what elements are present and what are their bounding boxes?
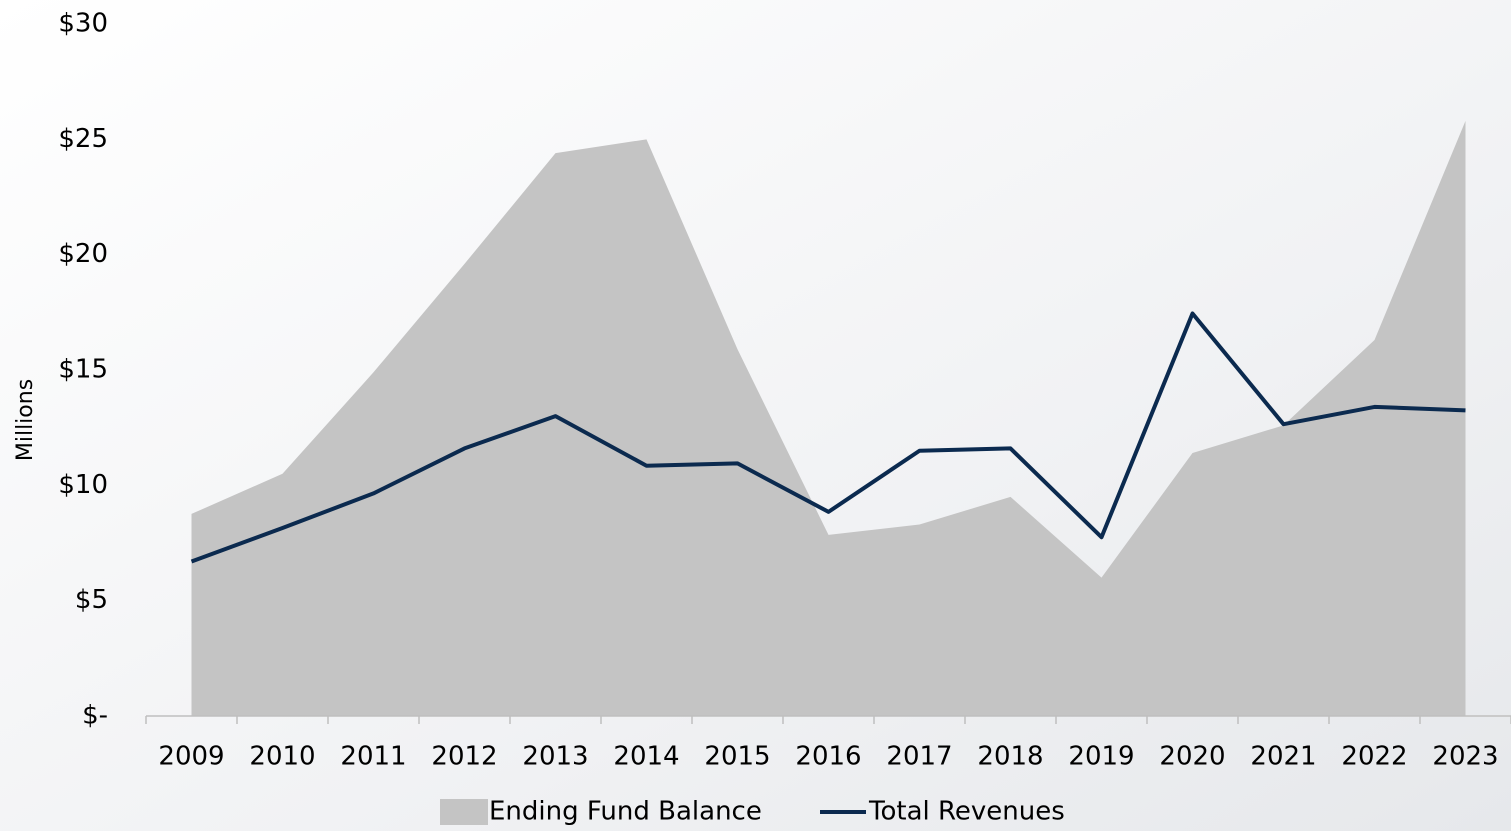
x-tick-label: 2020 xyxy=(1159,742,1225,772)
x-tick-label: 2023 xyxy=(1432,742,1498,772)
x-tick-label: 2010 xyxy=(249,742,315,772)
y-tick-label: $- xyxy=(82,701,108,731)
legend-label: Ending Fund Balance xyxy=(489,797,762,827)
x-tick-label: 2022 xyxy=(1341,742,1407,772)
chart: Millions $- $5 $10 $15 $20 $25 $30 2009 2010 2011… xyxy=(0,0,1511,831)
y-tick-label: $25 xyxy=(58,124,108,154)
y-axis-label: Millions xyxy=(13,379,38,461)
legend-swatch xyxy=(440,799,488,825)
y-tick-label: $20 xyxy=(58,239,108,269)
x-tick-label: 2017 xyxy=(886,742,952,772)
y-tick-label: $15 xyxy=(58,355,108,385)
y-tick-label: $30 xyxy=(58,9,108,39)
x-tick-label: 2009 xyxy=(158,742,224,772)
x-tick-label: 2013 xyxy=(522,742,588,772)
x-tick-label: 2018 xyxy=(977,742,1043,772)
legend-label: Total Revenues xyxy=(868,797,1065,827)
y-tick-label: $10 xyxy=(58,470,108,500)
x-tick-label: 2016 xyxy=(795,742,861,772)
x-tick-label: 2019 xyxy=(1068,742,1134,772)
x-tick-label: 2014 xyxy=(613,742,679,772)
y-tick-label: $5 xyxy=(75,585,108,615)
x-tick-label: 2012 xyxy=(431,742,497,772)
x-tick-label: 2011 xyxy=(340,742,406,772)
x-tick-label: 2021 xyxy=(1250,742,1316,772)
x-tick-label: 2015 xyxy=(704,742,770,772)
